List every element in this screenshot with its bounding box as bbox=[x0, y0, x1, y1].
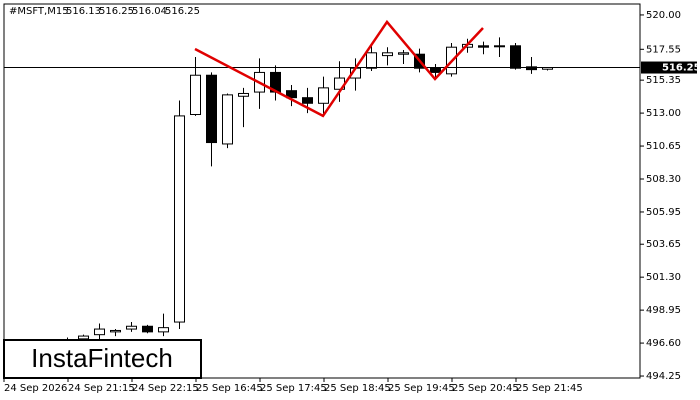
candle-body bbox=[478, 45, 489, 48]
y-tick-label: 494.25 bbox=[646, 371, 681, 382]
candle-body bbox=[302, 97, 313, 104]
plot-frame bbox=[3, 3, 641, 379]
candle-body bbox=[510, 45, 521, 69]
candle-body bbox=[110, 329, 121, 333]
y-tick-label: 508.30 bbox=[646, 174, 681, 185]
price-box bbox=[641, 61, 697, 74]
symbol: #MSFT,M15 bbox=[9, 6, 69, 17]
y-tick-label: 505.95 bbox=[646, 207, 681, 218]
y-tick-label: 517.55 bbox=[646, 44, 681, 55]
candle-body bbox=[238, 92, 249, 97]
y-tick-label: 496.60 bbox=[646, 338, 681, 349]
y-tick-label: 501.30 bbox=[646, 272, 681, 283]
y-tick-label: 498.95 bbox=[646, 305, 681, 316]
candle-body bbox=[206, 74, 217, 144]
y-tick-label: 513.00 bbox=[646, 108, 681, 119]
watermark: InstaFintech bbox=[31, 343, 173, 373]
x-tick-label: 25 Sep 21:45 bbox=[516, 383, 583, 394]
x-tick-label: 25 Sep 16:45 bbox=[196, 383, 263, 394]
candle-body bbox=[142, 325, 153, 333]
x-tick-label: 25 Sep 17:45 bbox=[260, 383, 327, 394]
x-tick-label: 24 Sep 21:15 bbox=[68, 383, 135, 394]
x-tick-label: 25 Sep 19:45 bbox=[388, 383, 455, 394]
candle-body bbox=[126, 325, 137, 330]
candle-body bbox=[158, 327, 169, 333]
header-value: 516.25 bbox=[99, 6, 134, 17]
header-value: 516.04 bbox=[132, 6, 167, 17]
candle-body bbox=[318, 87, 329, 104]
candle-body bbox=[190, 74, 201, 116]
candle-body bbox=[94, 328, 105, 336]
candle-body bbox=[494, 45, 505, 48]
x-tick-label: 25 Sep 20:45 bbox=[452, 383, 519, 394]
x-tick-label: 25 Sep 18:45 bbox=[324, 383, 391, 394]
candle-body bbox=[286, 90, 297, 99]
header-value: 516.13 bbox=[66, 6, 101, 17]
price-label: 516.25 bbox=[662, 63, 700, 74]
candle-body bbox=[366, 52, 377, 69]
candle-body bbox=[222, 94, 233, 145]
header-value: 516.25 bbox=[165, 6, 200, 17]
candle-body bbox=[398, 52, 409, 55]
watermark-box bbox=[3, 339, 202, 379]
pattern-line bbox=[194, 19, 484, 118]
axes: 520.00 517.55 515.35 513.00 510.65 508.30 505.… bbox=[3, 10, 700, 394]
x-tick-label: 24 Sep 2026 bbox=[4, 383, 67, 394]
y-tick-label: 520.00 bbox=[646, 10, 681, 21]
y-tick-label: 510.65 bbox=[646, 141, 681, 152]
candle-body bbox=[382, 52, 393, 57]
candle-body bbox=[430, 67, 441, 73]
candle-body bbox=[174, 115, 185, 323]
x-tick-label: 24 Sep 22:15 bbox=[132, 383, 199, 394]
candle-body bbox=[78, 335, 89, 340]
plot-area bbox=[4, 19, 640, 351]
y-tick-label: 515.35 bbox=[646, 75, 681, 86]
y-tick-label: 503.65 bbox=[646, 239, 681, 250]
candle-body bbox=[526, 66, 537, 71]
